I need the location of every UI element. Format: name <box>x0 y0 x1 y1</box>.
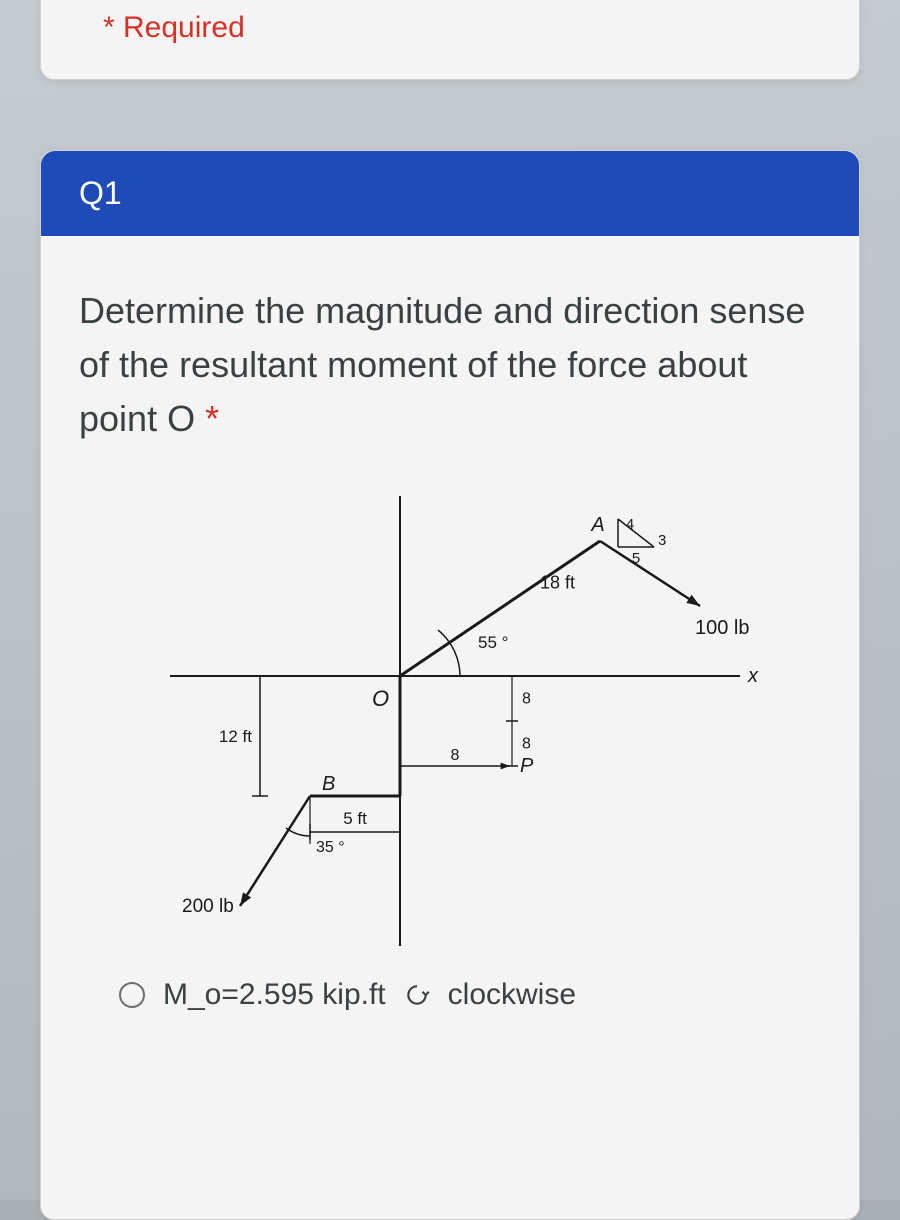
question-card: Q1 Determine the magnitude and direction… <box>40 150 860 1220</box>
clockwise-icon <box>404 982 430 1008</box>
required-label: * Required <box>103 11 245 45</box>
svg-text:100 lb: 100 lb <box>695 617 750 639</box>
question-body: Determine the magnitude and direction se… <box>41 236 859 1032</box>
svg-text:12 ft: 12 ft <box>219 727 252 746</box>
svg-text:5 ft: 5 ft <box>343 809 367 828</box>
question-prompt: Determine the magnitude and direction se… <box>79 284 821 446</box>
svg-text:x: x <box>747 665 759 687</box>
answer-text-left: M_o=2.595 kip.ft <box>163 978 386 1012</box>
svg-text:200 lb: 200 lb <box>182 896 234 917</box>
svg-text:55 °: 55 ° <box>478 633 508 652</box>
force-diagram: x O A 18 ft 55 ° 100 lb 4 3 5 B 12 ft 5 ft 200 lb 35 … <box>130 486 770 956</box>
svg-text:8: 8 <box>522 691 531 708</box>
svg-text:35 °: 35 ° <box>316 839 345 856</box>
answer-text-right: clockwise <box>448 978 576 1012</box>
diagram-container: x O A 18 ft 55 ° 100 lb 4 3 5 B 12 ft 5 ft 200 lb 35 … <box>79 486 821 956</box>
svg-text:A: A <box>590 514 604 536</box>
svg-text:8: 8 <box>451 747 460 764</box>
svg-text:3: 3 <box>658 532 666 549</box>
svg-text:8: 8 <box>522 736 531 753</box>
svg-text:5: 5 <box>632 550 640 567</box>
radio-icon[interactable] <box>119 982 145 1008</box>
required-star: * <box>205 398 219 439</box>
answer-option-1[interactable]: M_o=2.595 kip.ft clockwise <box>79 978 821 1012</box>
svg-text:O: O <box>372 686 389 711</box>
svg-text:4: 4 <box>626 516 634 533</box>
prompt-text: Determine the magnitude and direction se… <box>79 290 805 439</box>
svg-text:18 ft: 18 ft <box>540 573 575 593</box>
required-card: * Required <box>40 0 860 80</box>
svg-text:B: B <box>322 773 335 795</box>
svg-text:P: P <box>520 755 534 777</box>
question-number: Q1 <box>41 151 859 236</box>
